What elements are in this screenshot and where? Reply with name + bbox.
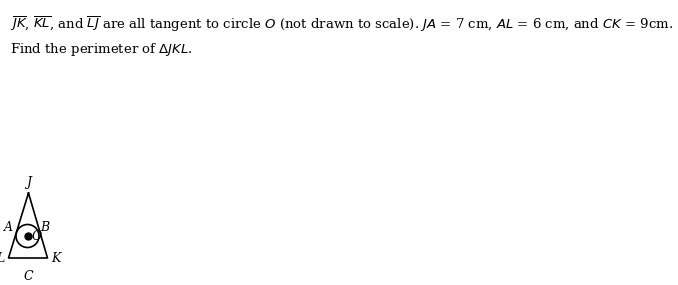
Text: J: J (26, 176, 31, 189)
Text: $\overline{JK}$, $\overline{KL}$, and $\overline{LJ}$ are all tangent to circle : $\overline{JK}$, $\overline{KL}$, and $\… (10, 15, 673, 34)
Text: Find the perimeter of $\Delta JKL$.: Find the perimeter of $\Delta JKL$. (10, 41, 193, 58)
Text: B: B (41, 221, 49, 234)
Text: A: A (3, 221, 12, 234)
Text: C: C (23, 270, 33, 283)
Text: L: L (0, 251, 5, 264)
Text: O: O (31, 229, 42, 243)
Text: K: K (52, 251, 61, 264)
